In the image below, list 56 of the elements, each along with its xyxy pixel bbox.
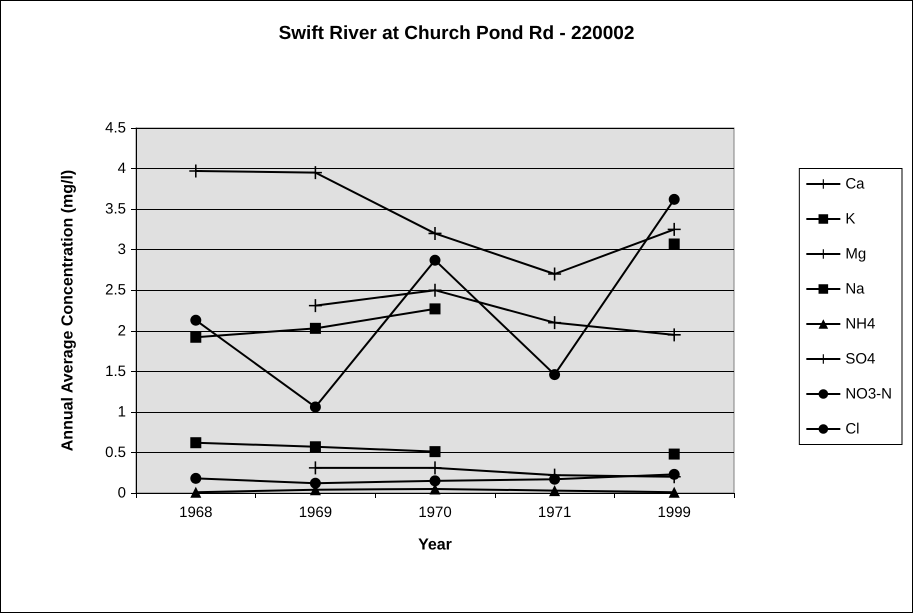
y-tick-label: 4.5 <box>105 120 126 136</box>
x-tick-label: 1999 <box>658 504 691 521</box>
point <box>549 369 560 380</box>
point <box>668 486 680 498</box>
point <box>308 166 322 180</box>
legend-label: Na <box>845 280 866 298</box>
legend-label: Mg <box>845 246 866 262</box>
point <box>190 472 202 484</box>
point <box>428 226 442 240</box>
legend-label: SO4 <box>845 350 876 368</box>
point <box>308 461 322 474</box>
point <box>310 478 321 489</box>
point <box>668 448 680 460</box>
point <box>668 238 680 250</box>
y-tick-label: 2.5 <box>105 282 126 299</box>
y-tick-label: 1 <box>118 403 126 420</box>
y-axis-title: Annual Average Concentration (mg/l) <box>60 170 76 452</box>
x-tick-label: 1968 <box>179 504 212 521</box>
legend-label: Cl <box>845 420 860 438</box>
point <box>310 402 321 413</box>
point <box>308 299 322 312</box>
x-tick-label: 1970 <box>418 504 452 521</box>
point <box>190 332 202 343</box>
y-tick-label: 3.5 <box>105 200 126 218</box>
legend-label: K <box>845 210 856 228</box>
point <box>428 284 442 297</box>
point <box>549 485 560 496</box>
point <box>310 441 321 452</box>
point <box>428 461 442 474</box>
chart-title: Swift River at Church Pond Rd - 220002 <box>278 23 634 44</box>
point <box>190 437 202 448</box>
x-tick-label: 1969 <box>298 504 332 521</box>
point <box>190 486 202 498</box>
x-tick-label: 1971 <box>538 504 572 521</box>
point <box>668 222 681 236</box>
y-tick-label: 0.5 <box>105 444 126 461</box>
point <box>548 316 562 330</box>
point <box>310 322 321 334</box>
point <box>430 303 440 314</box>
legend-label: Ca <box>845 176 866 192</box>
point <box>668 194 680 205</box>
y-tick-label: 0 <box>118 484 126 502</box>
y-tick-label: 4 <box>118 160 126 178</box>
point <box>430 475 440 486</box>
legend-label: NH4 <box>845 316 876 332</box>
point <box>548 268 562 280</box>
y-tick-label: 3 <box>118 241 126 258</box>
point <box>430 254 440 266</box>
point <box>189 164 202 178</box>
y-tick-label: 2 <box>118 322 126 340</box>
point <box>668 328 681 342</box>
legend-label: NO3-N <box>845 386 892 402</box>
y-tick-label: 1.5 <box>105 362 126 380</box>
point <box>430 446 440 458</box>
x-axis-title: Year <box>418 536 452 554</box>
point <box>190 314 202 326</box>
